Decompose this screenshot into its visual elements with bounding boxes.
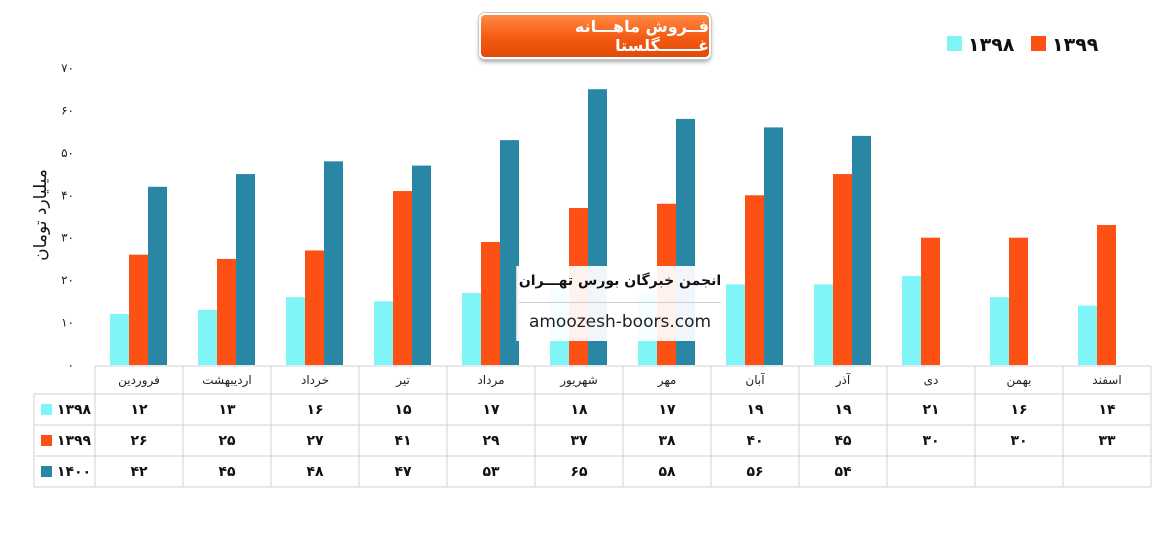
bar-۱۳۹۹-آذر (833, 174, 852, 365)
legend-key-۱۳۹۹ (1031, 36, 1046, 51)
data-label: ۵۶ (746, 464, 763, 480)
data-label: ۱۸ (570, 402, 588, 418)
data-label: ۱۷ (658, 402, 676, 418)
bar-۱۳۹۹-فروردین (129, 254, 148, 365)
data-label: ۵۴ (834, 464, 852, 480)
bar-۱۴۰۰-اردیبهشت (236, 174, 255, 365)
table-legend-key-۱۳۹۸ (41, 404, 52, 415)
data-label: ۱۷ (482, 402, 500, 418)
y-tick-label: ۶۰ (61, 103, 74, 117)
bar-۱۳۹۹-آبان (745, 195, 764, 365)
watermark-divider (519, 302, 721, 303)
data-label: ۲۶ (130, 433, 147, 449)
bar-۱۴۰۰-خرداد (324, 161, 343, 365)
data-label: ۴۸ (306, 464, 324, 480)
bar-۱۳۹۸-آبان (726, 284, 745, 365)
data-label: ۱۶ (1010, 402, 1027, 418)
bar-۱۳۹۸-آذر (814, 284, 833, 365)
x-tick-label: خرداد (301, 373, 329, 388)
data-label: ۵۸ (658, 464, 676, 480)
bar-۱۴۰۰-مرداد (500, 140, 519, 365)
data-label: ۵۳ (482, 464, 500, 480)
bar-۱۳۹۸-فروردین (110, 314, 129, 365)
watermark-title: انجمن خبرگان بورس تهـــران (518, 273, 722, 289)
x-tick-label: شهریور (559, 373, 598, 388)
data-label: ۲۹ (482, 433, 500, 449)
y-tick-label: ۱۰ (61, 316, 74, 330)
data-label: ۴۲ (130, 464, 148, 480)
chart-title: فــروش ماهـــانه غـــــــگلستا (574, 17, 709, 55)
bar-۱۴۰۰-تیر (412, 165, 431, 365)
bar-۱۳۹۹-دی (921, 237, 940, 365)
legend-label: ۱۳۹۹ (1052, 34, 1099, 56)
bar-۱۳۹۸-دی (902, 275, 921, 365)
legend-key-۱۳۹۸ (947, 36, 962, 51)
data-label: ۳۳ (1098, 433, 1116, 449)
x-tick-label: آبان (745, 372, 765, 387)
y-tick-label: ۵۰ (61, 146, 74, 160)
x-tick-label: اسفند (1092, 373, 1121, 387)
bar-۱۴۰۰-آبان (764, 127, 783, 366)
bar-۱۳۹۸-بهمن (990, 297, 1009, 365)
data-label: ۴۱ (394, 433, 411, 449)
x-tick-label: بهمن (1007, 373, 1032, 388)
bar-۱۳۹۸-تیر (374, 301, 393, 365)
y-axis-label: میلیارد تومان (31, 169, 51, 261)
legend-label: ۱۳۹۸ (968, 34, 1015, 56)
x-tick-label: آذر (835, 372, 851, 388)
data-label: ۶۵ (570, 464, 588, 480)
y-tick-label: ۳۰ (61, 231, 74, 245)
bar-۱۳۹۸-مرداد (462, 292, 481, 365)
watermark: انجمن خبرگان بورس تهـــران amoozesh-boor… (516, 266, 723, 341)
data-label: ۴۷ (394, 464, 412, 480)
data-label: ۳۸ (658, 433, 676, 449)
x-tick-label: مرداد (477, 373, 504, 388)
y-tick-label: ۰ (68, 358, 74, 372)
table-legend-key-۱۳۹۹ (41, 435, 52, 446)
bar-۱۳۹۹-مرداد (481, 241, 500, 365)
y-tick-label: ۲۰ (61, 273, 74, 287)
data-label: ۱۹ (746, 402, 764, 418)
table-series-name: ۱۳۹۹ (57, 433, 92, 449)
data-label: ۲۷ (306, 433, 324, 449)
bar-۱۳۹۹-تیر (393, 191, 412, 365)
x-tick-label: فروردین (118, 373, 160, 388)
table-legend-key-۱۴۰۰ (41, 466, 52, 477)
x-tick-label: اردیبهشت (202, 373, 251, 388)
y-tick-label: ۷۰ (61, 61, 74, 75)
data-label: ۳۰ (922, 433, 939, 449)
data-label: ۴۵ (834, 433, 852, 449)
data-label: ۳۰ (1010, 433, 1027, 449)
x-tick-label: تیر (395, 373, 410, 388)
data-label: ۱۹ (834, 402, 852, 418)
bar-۱۴۰۰-فروردین (148, 186, 167, 365)
bar-۱۳۹۸-اسفند (1078, 305, 1097, 365)
data-label: ۲۱ (922, 402, 939, 418)
bar-۱۳۹۹-اسفند (1097, 224, 1116, 365)
data-label: ۱۲ (130, 402, 148, 418)
table-series-name: ۱۴۰۰ (57, 464, 91, 480)
data-label: ۳۷ (570, 433, 588, 449)
bar-۱۳۹۸-اردیبهشت (198, 309, 217, 365)
x-tick-label: دی (924, 373, 939, 387)
bar-۱۳۹۹-اردیبهشت (217, 258, 236, 365)
watermark-url: amoozesh-boors.com (528, 312, 712, 332)
data-label: ۴۵ (218, 464, 236, 480)
y-tick-label: ۴۰ (61, 188, 74, 202)
data-label: ۱۶ (306, 402, 323, 418)
bar-۱۳۹۹-خرداد (305, 250, 324, 365)
bar-۱۴۰۰-آذر (852, 135, 871, 365)
data-label: ۱۵ (394, 402, 412, 418)
table-series-name: ۱۳۹۸ (57, 402, 92, 418)
bar-۱۳۹۸-خرداد (286, 297, 305, 365)
bar-۱۳۹۹-بهمن (1009, 237, 1028, 365)
data-label: ۱۳ (218, 402, 236, 418)
data-label: ۲۵ (218, 433, 236, 449)
chart-title-button[interactable]: فــروش ماهـــانه غـــــــگلستا (479, 13, 711, 59)
x-tick-label: مهر (657, 373, 677, 388)
data-label: ۱۴ (1098, 402, 1116, 418)
data-label: ۴۰ (746, 433, 763, 449)
